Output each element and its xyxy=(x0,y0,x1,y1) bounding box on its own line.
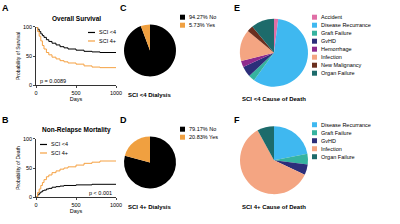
svg-text:79.17% No: 79.17% No xyxy=(189,126,216,132)
svg-text:Accident: Accident xyxy=(321,14,343,20)
svg-text:Overall Survival: Overall Survival xyxy=(52,15,101,22)
svg-text:Organ Failure: Organ Failure xyxy=(321,154,355,160)
svg-text:Days: Days xyxy=(70,208,83,214)
svg-text:50: 50 xyxy=(26,165,32,171)
svg-text:SCI <4: SCI <4 xyxy=(51,141,68,147)
svg-text:GvHD: GvHD xyxy=(321,138,336,144)
svg-text:D: D xyxy=(120,115,127,125)
svg-text:Graft Failure: Graft Failure xyxy=(321,130,352,136)
svg-text:F: F xyxy=(234,115,240,125)
svg-text:Infection: Infection xyxy=(321,54,342,60)
svg-text:5.73% Yes: 5.73% Yes xyxy=(189,22,215,28)
svg-text:0: 0 xyxy=(29,194,32,200)
svg-text:SCI 4+: SCI 4+ xyxy=(51,150,68,156)
svg-text:50: 50 xyxy=(26,53,32,59)
svg-text:0: 0 xyxy=(29,82,32,88)
svg-text:B: B xyxy=(2,115,9,125)
svg-text:A: A xyxy=(2,3,9,13)
svg-text:Probability of Survival: Probability of Survival xyxy=(15,32,21,80)
svg-text:Infection: Infection xyxy=(321,146,342,152)
svg-text:500: 500 xyxy=(71,90,80,96)
svg-text:p < 0.001: p < 0.001 xyxy=(89,190,112,196)
svg-text:1000: 1000 xyxy=(110,90,122,96)
svg-text:GvHD: GvHD xyxy=(321,38,336,44)
svg-text:Hemorrhage: Hemorrhage xyxy=(321,46,352,52)
svg-text:C: C xyxy=(120,3,127,13)
svg-text:SCI 4+ Cause of Death: SCI 4+ Cause of Death xyxy=(242,204,306,210)
svg-text:100: 100 xyxy=(23,136,32,142)
svg-text:Non-Relapse Mortality: Non-Relapse Mortality xyxy=(42,126,111,134)
svg-text:Organ Failure: Organ Failure xyxy=(321,70,355,76)
svg-text:Disease Recurrance: Disease Recurrance xyxy=(321,122,371,128)
svg-text:20.83% Yes: 20.83% Yes xyxy=(189,134,218,140)
svg-text:SCI <4 Cause of Death: SCI <4 Cause of Death xyxy=(242,96,306,102)
svg-text:SCI 4+: SCI 4+ xyxy=(99,38,116,44)
svg-text:0: 0 xyxy=(34,202,37,208)
svg-text:New Malignancy: New Malignancy xyxy=(321,62,362,68)
svg-text:0: 0 xyxy=(34,90,37,96)
svg-text:Disease Recurrance: Disease Recurrance xyxy=(321,22,371,28)
svg-text:94.27% No: 94.27% No xyxy=(189,14,216,20)
svg-text:Graft Failure: Graft Failure xyxy=(321,30,352,36)
svg-text:100: 100 xyxy=(23,24,32,30)
svg-text:SCI <4 Dialysis: SCI <4 Dialysis xyxy=(128,92,172,98)
svg-text:Days: Days xyxy=(70,96,83,102)
svg-text:500: 500 xyxy=(71,202,80,208)
svg-text:SCI 4+ Dialysis: SCI 4+ Dialysis xyxy=(128,204,172,210)
svg-text:E: E xyxy=(234,3,240,13)
svg-text:p = 0.0089: p = 0.0089 xyxy=(40,78,66,84)
svg-text:SCI <4: SCI <4 xyxy=(99,29,116,35)
svg-text:1000: 1000 xyxy=(110,202,122,208)
svg-text:Probability of Death: Probability of Death xyxy=(15,146,21,190)
